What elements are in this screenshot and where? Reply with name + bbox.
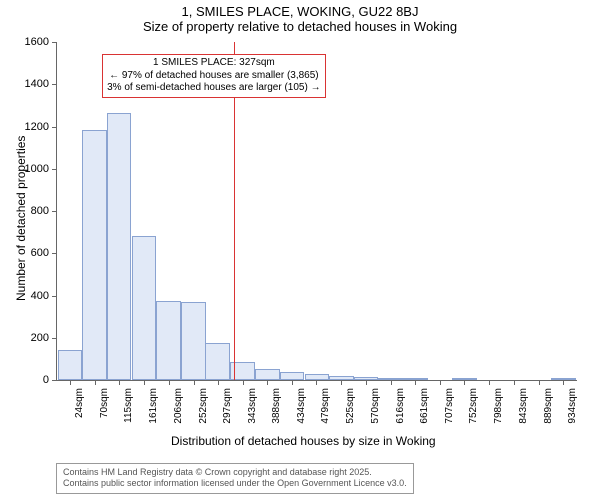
xtick-mark	[391, 380, 392, 385]
xtick-label: 843sqm	[518, 388, 529, 424]
xtick-label: 889sqm	[543, 388, 554, 424]
xtick-mark	[366, 380, 367, 385]
xtick-label: 616sqm	[395, 388, 406, 424]
xtick-mark	[119, 380, 120, 385]
xtick-mark	[514, 380, 515, 385]
chart-title-line1: 1, SMILES PLACE, WOKING, GU22 8BJ	[0, 4, 600, 19]
histogram-bar	[82, 130, 107, 380]
xtick-mark	[169, 380, 170, 385]
histogram-bar	[132, 236, 157, 380]
xtick-mark	[341, 380, 342, 385]
histogram-bar	[58, 350, 83, 380]
xtick-mark	[489, 380, 490, 385]
annotation-line: ← 97% of detached houses are smaller (3,…	[107, 70, 320, 83]
xtick-label: 206sqm	[173, 388, 184, 424]
plot-area: 0200400600800100012001400160024sqm70sqm1…	[56, 42, 577, 381]
xtick-mark	[563, 380, 564, 385]
xtick-mark	[243, 380, 244, 385]
annotation-line: 1 SMILES PLACE: 327sqm	[107, 57, 320, 70]
ytick-label: 0	[43, 374, 57, 386]
xtick-mark	[539, 380, 540, 385]
xtick-label: 343sqm	[247, 388, 258, 424]
xtick-mark	[316, 380, 317, 385]
xtick-label: 707sqm	[444, 388, 455, 424]
xtick-label: 479sqm	[320, 388, 331, 424]
xtick-label: 70sqm	[99, 388, 110, 418]
xtick-mark	[440, 380, 441, 385]
chart-title-line2: Size of property relative to detached ho…	[0, 19, 600, 34]
xtick-label: 115sqm	[123, 388, 134, 423]
histogram-bar	[280, 372, 305, 380]
ytick-label: 1600	[25, 36, 57, 48]
xtick-mark	[292, 380, 293, 385]
footer-line2: Contains public sector information licen…	[63, 478, 407, 490]
xtick-label: 252sqm	[198, 388, 209, 424]
xtick-label: 934sqm	[567, 388, 578, 424]
annotation-box: 1 SMILES PLACE: 327sqm← 97% of detached …	[102, 54, 325, 98]
chart-container: 1, SMILES PLACE, WOKING, GU22 8BJ Size o…	[0, 0, 600, 500]
xtick-label: 434sqm	[296, 388, 307, 424]
xtick-mark	[194, 380, 195, 385]
ytick-label: 400	[31, 290, 57, 302]
histogram-bar	[255, 369, 280, 380]
xtick-label: 798sqm	[493, 388, 504, 424]
histogram-bar	[107, 113, 132, 380]
annotation-line: 3% of semi-detached houses are larger (1…	[107, 82, 320, 95]
histogram-bar	[181, 302, 206, 380]
xtick-mark	[95, 380, 96, 385]
ytick-label: 1400	[25, 78, 57, 90]
ytick-label: 1200	[25, 121, 57, 133]
xtick-label: 388sqm	[271, 388, 282, 424]
xtick-mark	[144, 380, 145, 385]
xtick-label: 661sqm	[419, 388, 430, 424]
y-axis-label: Number of detached properties	[14, 136, 28, 301]
ytick-label: 800	[31, 205, 57, 217]
xtick-mark	[218, 380, 219, 385]
xtick-mark	[70, 380, 71, 385]
chart-title-block: 1, SMILES PLACE, WOKING, GU22 8BJ Size o…	[0, 0, 600, 34]
xtick-label: 525sqm	[345, 388, 356, 424]
footer-line1: Contains HM Land Registry data © Crown c…	[63, 467, 407, 479]
xtick-label: 752sqm	[468, 388, 479, 424]
ytick-label: 600	[31, 247, 57, 259]
ytick-label: 1000	[25, 163, 57, 175]
histogram-bar	[205, 343, 230, 380]
xtick-mark	[464, 380, 465, 385]
ytick-label: 200	[31, 332, 57, 344]
xtick-label: 570sqm	[370, 388, 381, 424]
xtick-mark	[267, 380, 268, 385]
x-axis-label: Distribution of detached houses by size …	[171, 434, 436, 448]
xtick-label: 297sqm	[222, 388, 233, 424]
attribution-footer: Contains HM Land Registry data © Crown c…	[56, 463, 414, 494]
xtick-label: 161sqm	[148, 388, 159, 424]
xtick-label: 24sqm	[74, 388, 85, 418]
histogram-bar	[156, 301, 181, 380]
xtick-mark	[415, 380, 416, 385]
